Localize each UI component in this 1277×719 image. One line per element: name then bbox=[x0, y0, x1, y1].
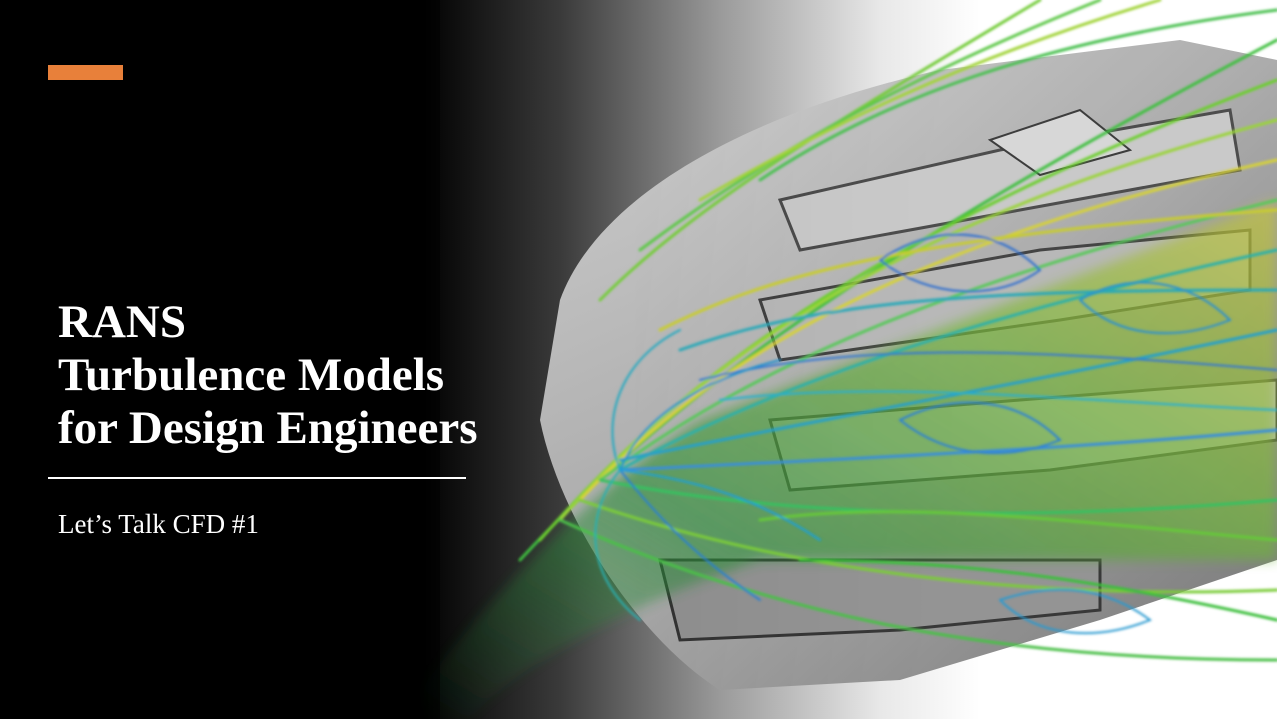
streamlines bbox=[518, 0, 1277, 662]
accent-bar bbox=[48, 65, 123, 80]
slide-subtitle: Let’s Talk CFD #1 bbox=[58, 509, 259, 539]
title-divider bbox=[48, 477, 466, 479]
title-line-2: Turbulence Models bbox=[58, 349, 445, 401]
slide-title: RANS Turbulence Models for Design Engine… bbox=[58, 296, 478, 455]
title-line-3: for Design Engineers bbox=[58, 402, 478, 454]
title-line-1: RANS bbox=[58, 296, 186, 348]
